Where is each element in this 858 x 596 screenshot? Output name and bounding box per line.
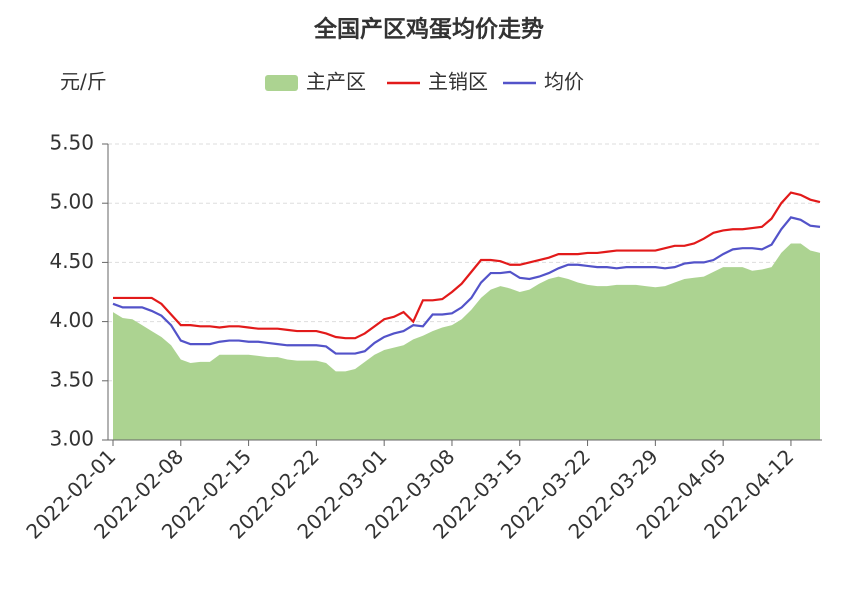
legend: 主产区 主销区 均价	[265, 70, 584, 94]
y-tick-label: 5.50	[49, 131, 94, 155]
area	[113, 243, 820, 440]
y-tick-label: 3.50	[49, 367, 94, 391]
y-tick-label: 3.00	[49, 427, 94, 451]
legend-label: 均价	[544, 70, 584, 94]
y-unit: 元/斤	[60, 70, 107, 94]
legend-swatch	[265, 75, 298, 91]
y-tick-label: 5.00	[49, 190, 94, 214]
legend-label: 主销区	[428, 70, 488, 94]
line	[112, 216, 821, 355]
chart-title: 全国产区鸡蛋均价走势	[313, 16, 544, 43]
line	[113, 191, 821, 340]
legend-label: 主产区	[306, 70, 366, 94]
y-tick-label: 4.50	[49, 249, 94, 273]
y-tick-label: 4.00	[49, 308, 94, 332]
